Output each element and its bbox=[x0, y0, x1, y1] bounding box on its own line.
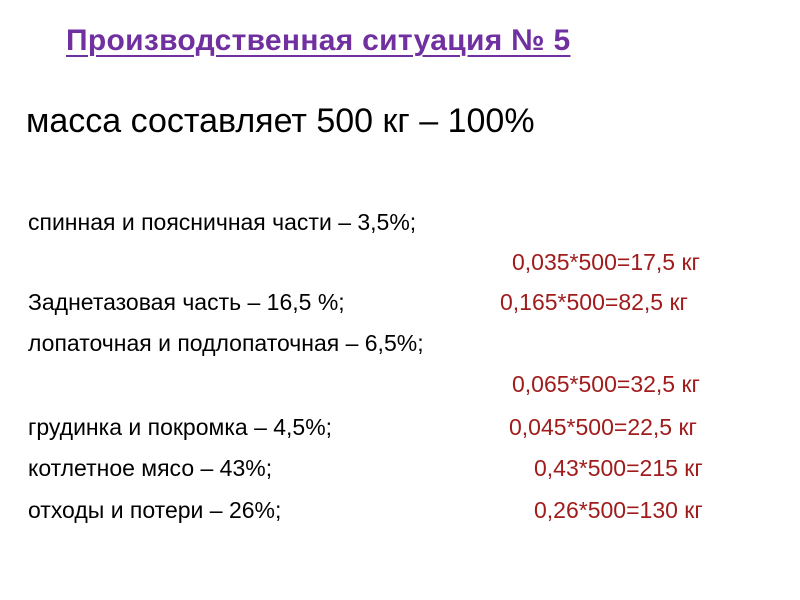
item-calc-brisket: 0,045*500=22,5 кг bbox=[509, 414, 697, 440]
item-label-shoulder: лопаточная и подлопаточная – 6,5%; bbox=[28, 330, 424, 356]
item-label-waste: отходы и потери – 26%; bbox=[28, 497, 282, 523]
item-label-cutlet: котлетное мясо – 43%; bbox=[28, 455, 273, 481]
item-calc-shoulder: 0,065*500=32,5 кг bbox=[512, 371, 700, 397]
item-label-hind: Заднетазовая часть – 16,5 %; bbox=[28, 289, 345, 315]
total-mass-line: масса составляет 500 кг – 100% bbox=[26, 102, 535, 140]
slide-title: Производственная ситуация № 5 bbox=[66, 24, 571, 57]
item-calc-waste: 0,26*500=130 кг bbox=[534, 497, 703, 523]
item-calc-cutlet: 0,43*500=215 кг bbox=[534, 455, 703, 481]
item-label-back: спинная и поясничная части – 3,5%; bbox=[28, 209, 417, 235]
item-calc-back: 0,035*500=17,5 кг bbox=[512, 249, 700, 275]
item-label-brisket: грудинка и покромка – 4,5%; bbox=[28, 414, 333, 440]
item-calc-hind: 0,165*500=82,5 кг bbox=[500, 289, 688, 315]
